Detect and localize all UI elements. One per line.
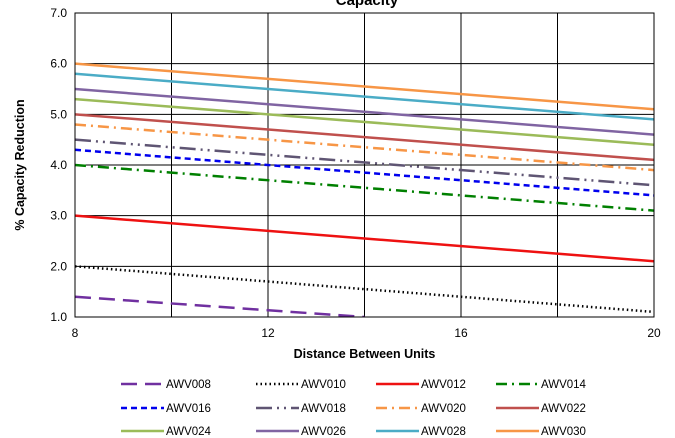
- legend: AWV008 AWV010 AWV012 AWV014 AWV016 AWV018 AWV0…: [121, 379, 587, 438]
- y-tick-label: 2.0: [50, 259, 67, 273]
- y-tick-label: 1.0: [50, 310, 67, 324]
- series-line-awv026: [75, 87, 654, 136]
- grid-lines: [74, 12, 655, 318]
- series-line-awv024: [75, 97, 654, 146]
- legend-label-awv008: AWV008: [166, 379, 211, 391]
- legend-label-awv024: AWV024: [166, 426, 212, 438]
- series-line-awv030: [75, 62, 654, 111]
- chart-title: Capacity: [336, 0, 399, 9]
- x-tick-label: 20: [647, 326, 661, 340]
- legend-label-awv028: AWV028: [421, 426, 466, 438]
- series-line-awv012: [75, 214, 654, 263]
- legend-label-awv020: AWV020: [421, 403, 466, 415]
- x-axis-title: Distance Between Units: [294, 347, 436, 361]
- y-axis-title: % Capacity Reduction: [13, 99, 27, 230]
- legend-label-awv010: AWV010: [301, 379, 346, 391]
- y-tick-label: 5.0: [50, 107, 67, 121]
- series-line-awv022: [75, 113, 654, 162]
- x-tick-label: 16: [454, 326, 468, 340]
- legend-label-awv012: AWV012: [421, 379, 466, 391]
- plot-area-frame: [74, 12, 655, 318]
- legend-label-awv026: AWV026: [301, 426, 346, 438]
- series-line-awv014: [75, 163, 654, 212]
- series-line-awv016: [75, 148, 654, 197]
- axis-tick-labels: 1.0 2.0 3.0 4.0 5.0 6.0 7.0 8 12 16 20: [50, 6, 661, 340]
- legend-label-awv016: AWV016: [166, 403, 211, 415]
- legend-label-awv022: AWV022: [541, 403, 586, 415]
- x-tick-label: 12: [261, 326, 275, 340]
- y-tick-label: 3.0: [50, 209, 67, 223]
- x-tick-label: 8: [72, 326, 79, 340]
- series-line-awv008: [75, 295, 365, 317]
- legend-label-awv014: AWV014: [541, 379, 587, 391]
- series-lines: [75, 62, 654, 317]
- series-line-awv020: [75, 123, 654, 172]
- series-line-awv028: [75, 72, 654, 121]
- y-tick-label: 4.0: [50, 158, 67, 172]
- legend-label-awv030: AWV030: [541, 426, 586, 438]
- y-tick-label: 6.0: [50, 57, 67, 71]
- legend-label-awv018: AWV018: [301, 403, 346, 415]
- series-line-awv018: [75, 138, 654, 187]
- y-tick-label: 7.0: [50, 6, 67, 20]
